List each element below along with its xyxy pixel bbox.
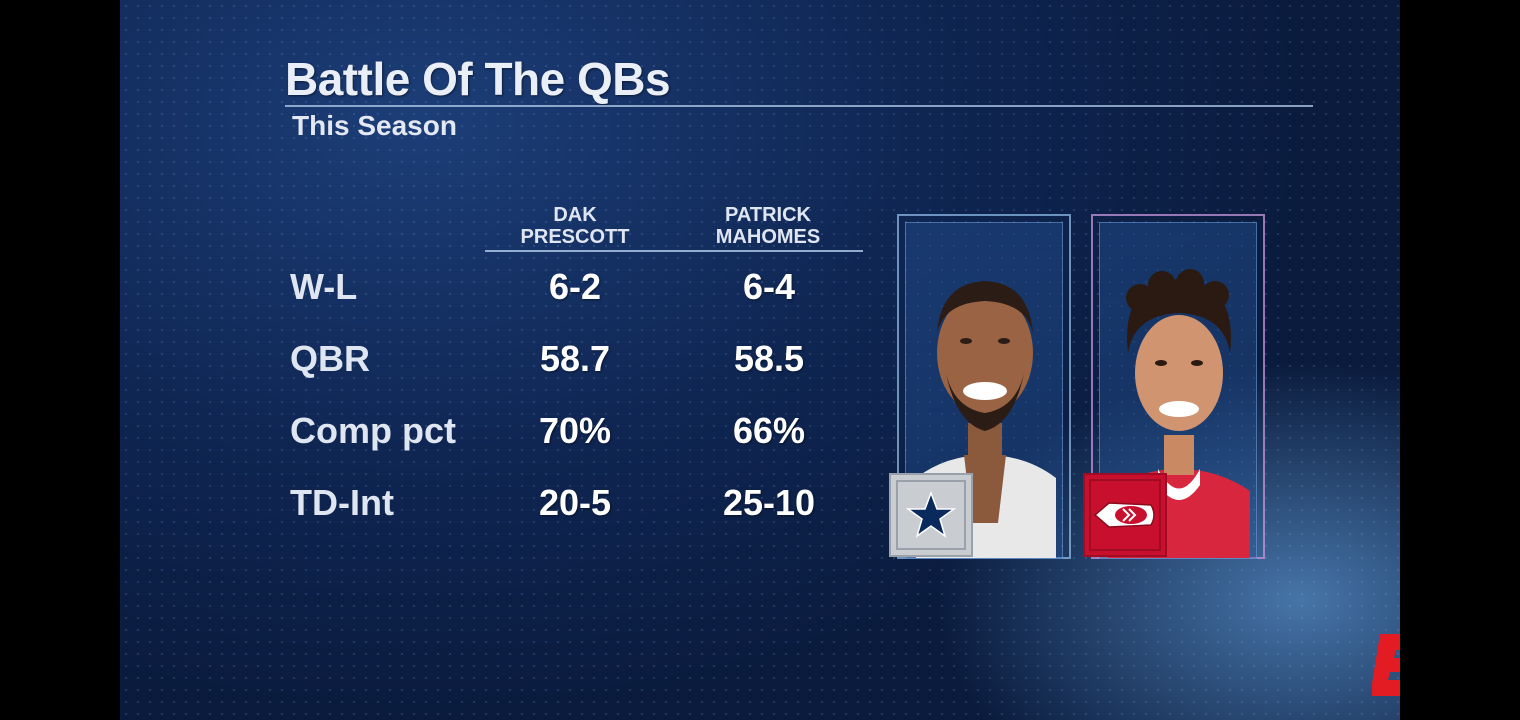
player-card-mahomes — [1083, 214, 1265, 559]
stat-value-mahomes-qbr: 58.5 — [733, 338, 805, 379]
graphic-title: Battle Of The QBs — [285, 53, 671, 105]
stat-label-comp-pct: Comp pct — [290, 410, 456, 451]
player-header-1: DAK PRESCOTT — [500, 204, 650, 248]
stat-value-prescott-td-int: 20-5 — [538, 482, 612, 523]
header-divider — [485, 250, 863, 252]
espn-e-logo — [1372, 634, 1400, 696]
player-first-name: DAK — [553, 204, 597, 226]
stat-label-wl: W-L — [290, 266, 358, 307]
title-divider — [285, 105, 1313, 107]
stat-value-prescott-wl: 6-2 — [548, 266, 602, 307]
stat-value-mahomes-td-int: 25-10 — [722, 482, 816, 523]
stat-value-prescott-comp-pct: 70% — [538, 410, 612, 451]
graphic-subtitle: This Season — [292, 110, 457, 141]
stat-value-mahomes-wl: 6-4 — [742, 266, 796, 307]
kansas-city-arrowhead-logo — [1083, 473, 1167, 557]
player-last-name: PRESCOTT — [520, 226, 630, 248]
stat-value-mahomes-comp-pct: 66% — [732, 410, 806, 451]
stat-label-td-int: TD-Int — [290, 482, 394, 523]
broadcast-graphic: Battle Of The QBs This Season DAK PRESCO… — [120, 0, 1400, 720]
stat-label-qbr: QBR — [290, 338, 370, 379]
stat-value-prescott-qbr: 58.7 — [539, 338, 611, 379]
dallas-star-logo — [889, 473, 973, 557]
player-first-name: PATRICK — [725, 204, 811, 226]
player-header-2: PATRICK MAHOMES — [693, 204, 843, 248]
player-card-prescott — [889, 214, 1071, 559]
arrowhead-icon — [1089, 479, 1161, 551]
star-icon — [896, 480, 966, 550]
player-last-name: MAHOMES — [715, 226, 821, 248]
